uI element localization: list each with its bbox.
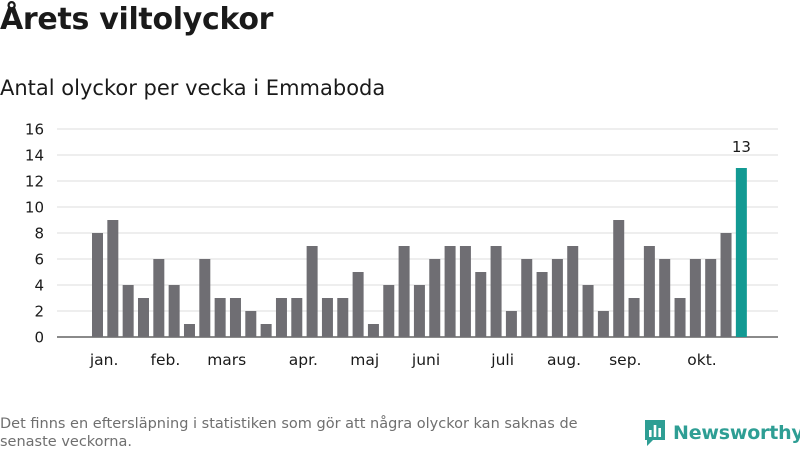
x-month-label: jan. <box>89 351 119 369</box>
y-tick-label: 12 <box>25 173 44 191</box>
bar <box>720 233 732 337</box>
bar <box>229 298 241 337</box>
y-tick-label: 6 <box>34 251 44 269</box>
bar <box>183 324 195 337</box>
x-month-label: aug. <box>547 351 581 369</box>
bar <box>475 272 487 337</box>
bar <box>275 298 287 337</box>
bar <box>199 259 211 337</box>
x-month-label: maj <box>350 351 379 369</box>
bar <box>398 246 410 337</box>
bar <box>92 233 103 337</box>
bar <box>367 324 379 337</box>
bar <box>153 259 165 337</box>
bar <box>597 311 609 337</box>
y-tick-label: 14 <box>25 147 44 165</box>
chart-subtitle: Antal olyckor per vecka i Emmaboda <box>0 76 386 100</box>
bar <box>705 259 717 337</box>
y-tick-label: 16 <box>25 121 44 139</box>
bar <box>659 259 671 337</box>
bar <box>260 324 272 337</box>
bar <box>291 298 303 337</box>
y-tick-label: 4 <box>34 277 44 295</box>
y-tick-label: 8 <box>34 225 44 243</box>
bar <box>137 298 149 337</box>
bar <box>383 285 395 337</box>
x-month-label: juli <box>490 351 514 369</box>
bar <box>521 259 533 337</box>
bar <box>490 246 502 337</box>
x-month-label: sep. <box>609 351 641 369</box>
chart-title: Årets viltolyckor <box>0 2 274 37</box>
bar-value-label: 13 <box>732 138 751 156</box>
bar <box>122 285 134 337</box>
bar <box>674 298 686 337</box>
x-month-label: mars <box>207 351 246 369</box>
bar <box>689 259 701 337</box>
bar <box>536 272 548 337</box>
bar <box>628 298 640 337</box>
newsworthy-logo-icon <box>645 420 665 446</box>
bar <box>337 298 349 337</box>
bar <box>643 246 655 337</box>
x-month-label: juni <box>411 351 440 369</box>
x-month-label: okt. <box>687 351 716 369</box>
bar-chart: 0 2 4 6 8 10 12 14 16 13 jan. feb. mars apr. maj juni ju… <box>25 121 778 369</box>
bar <box>214 298 226 337</box>
bar <box>567 246 579 337</box>
bar <box>444 246 456 337</box>
bar <box>107 220 119 337</box>
newsworthy-logo[interactable]: Newsworthy <box>643 418 800 448</box>
bar <box>168 285 180 337</box>
bar <box>429 259 441 337</box>
y-tick-label: 0 <box>34 329 44 347</box>
bar <box>413 285 425 337</box>
bar <box>551 259 563 337</box>
bar <box>245 311 257 337</box>
bar <box>459 246 471 337</box>
newsworthy-logo-text: Newsworthy <box>673 422 800 444</box>
bar <box>582 285 594 337</box>
y-tick-label: 10 <box>25 199 44 217</box>
bar <box>505 311 517 337</box>
bar <box>321 298 333 337</box>
y-tick-label: 2 <box>34 303 44 321</box>
bar <box>613 220 625 337</box>
highlight-bar <box>735 168 747 337</box>
bar <box>306 246 318 337</box>
footnote: Det finns en eftersläpning i statistiken… <box>0 416 578 450</box>
bar <box>352 272 364 337</box>
x-month-label: feb. <box>151 351 181 369</box>
x-month-label: apr. <box>289 351 318 369</box>
